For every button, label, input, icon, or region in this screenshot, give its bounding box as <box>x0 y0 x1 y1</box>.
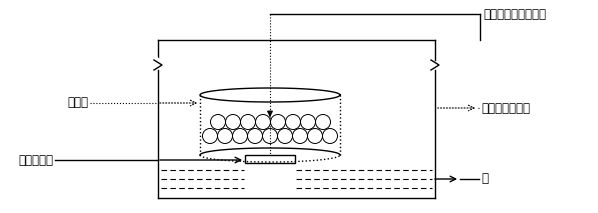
Text: オートクレーブ: オートクレーブ <box>481 102 530 115</box>
Text: ホールダー: ホールダー <box>18 154 53 167</box>
Text: ドライゲル（粉末）: ドライゲル（粉末） <box>483 7 546 20</box>
Text: カップ: カップ <box>67 96 88 109</box>
Bar <box>245 155 295 163</box>
Text: 水: 水 <box>481 173 488 186</box>
